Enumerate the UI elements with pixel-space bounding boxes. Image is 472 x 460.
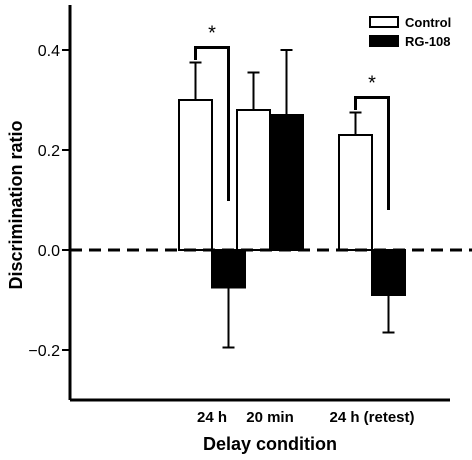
y-tick-label: 0.2 (38, 143, 60, 160)
significance-bracket (194, 46, 230, 201)
legend-label-rg108: RG-108 (405, 34, 451, 49)
bar-control (178, 99, 213, 251)
x-tick-label: 20 min (246, 409, 294, 426)
legend: Control RG-108 (369, 15, 451, 49)
x-axis-title: Delay condition (203, 434, 337, 454)
bar-control (338, 134, 373, 251)
significance-star: * (368, 73, 376, 95)
legend-swatch-rg108 (369, 35, 399, 47)
bar-rg108 (269, 114, 304, 251)
significance-bracket (354, 96, 390, 210)
x-tick-label: 24 h (retest) (329, 409, 414, 426)
legend-swatch-control (369, 16, 399, 28)
y-axis-title: Discrimination ratio (6, 120, 26, 289)
x-tick-label: 24 h (197, 409, 227, 426)
y-tick-label: 0.0 (38, 243, 60, 260)
y-tick-label: −0.2 (28, 343, 60, 360)
plot-area: −0.2 0.0 0.2 0.4 24 h 20 min 24 h (retest) * * (28, 5, 472, 426)
significance-star: * (208, 23, 216, 45)
bar-control (236, 109, 271, 251)
bar-rg108 (211, 249, 246, 289)
y-tick-label: 0.4 (38, 43, 60, 60)
bar-rg108 (371, 249, 406, 296)
legend-label-control: Control (405, 15, 451, 30)
